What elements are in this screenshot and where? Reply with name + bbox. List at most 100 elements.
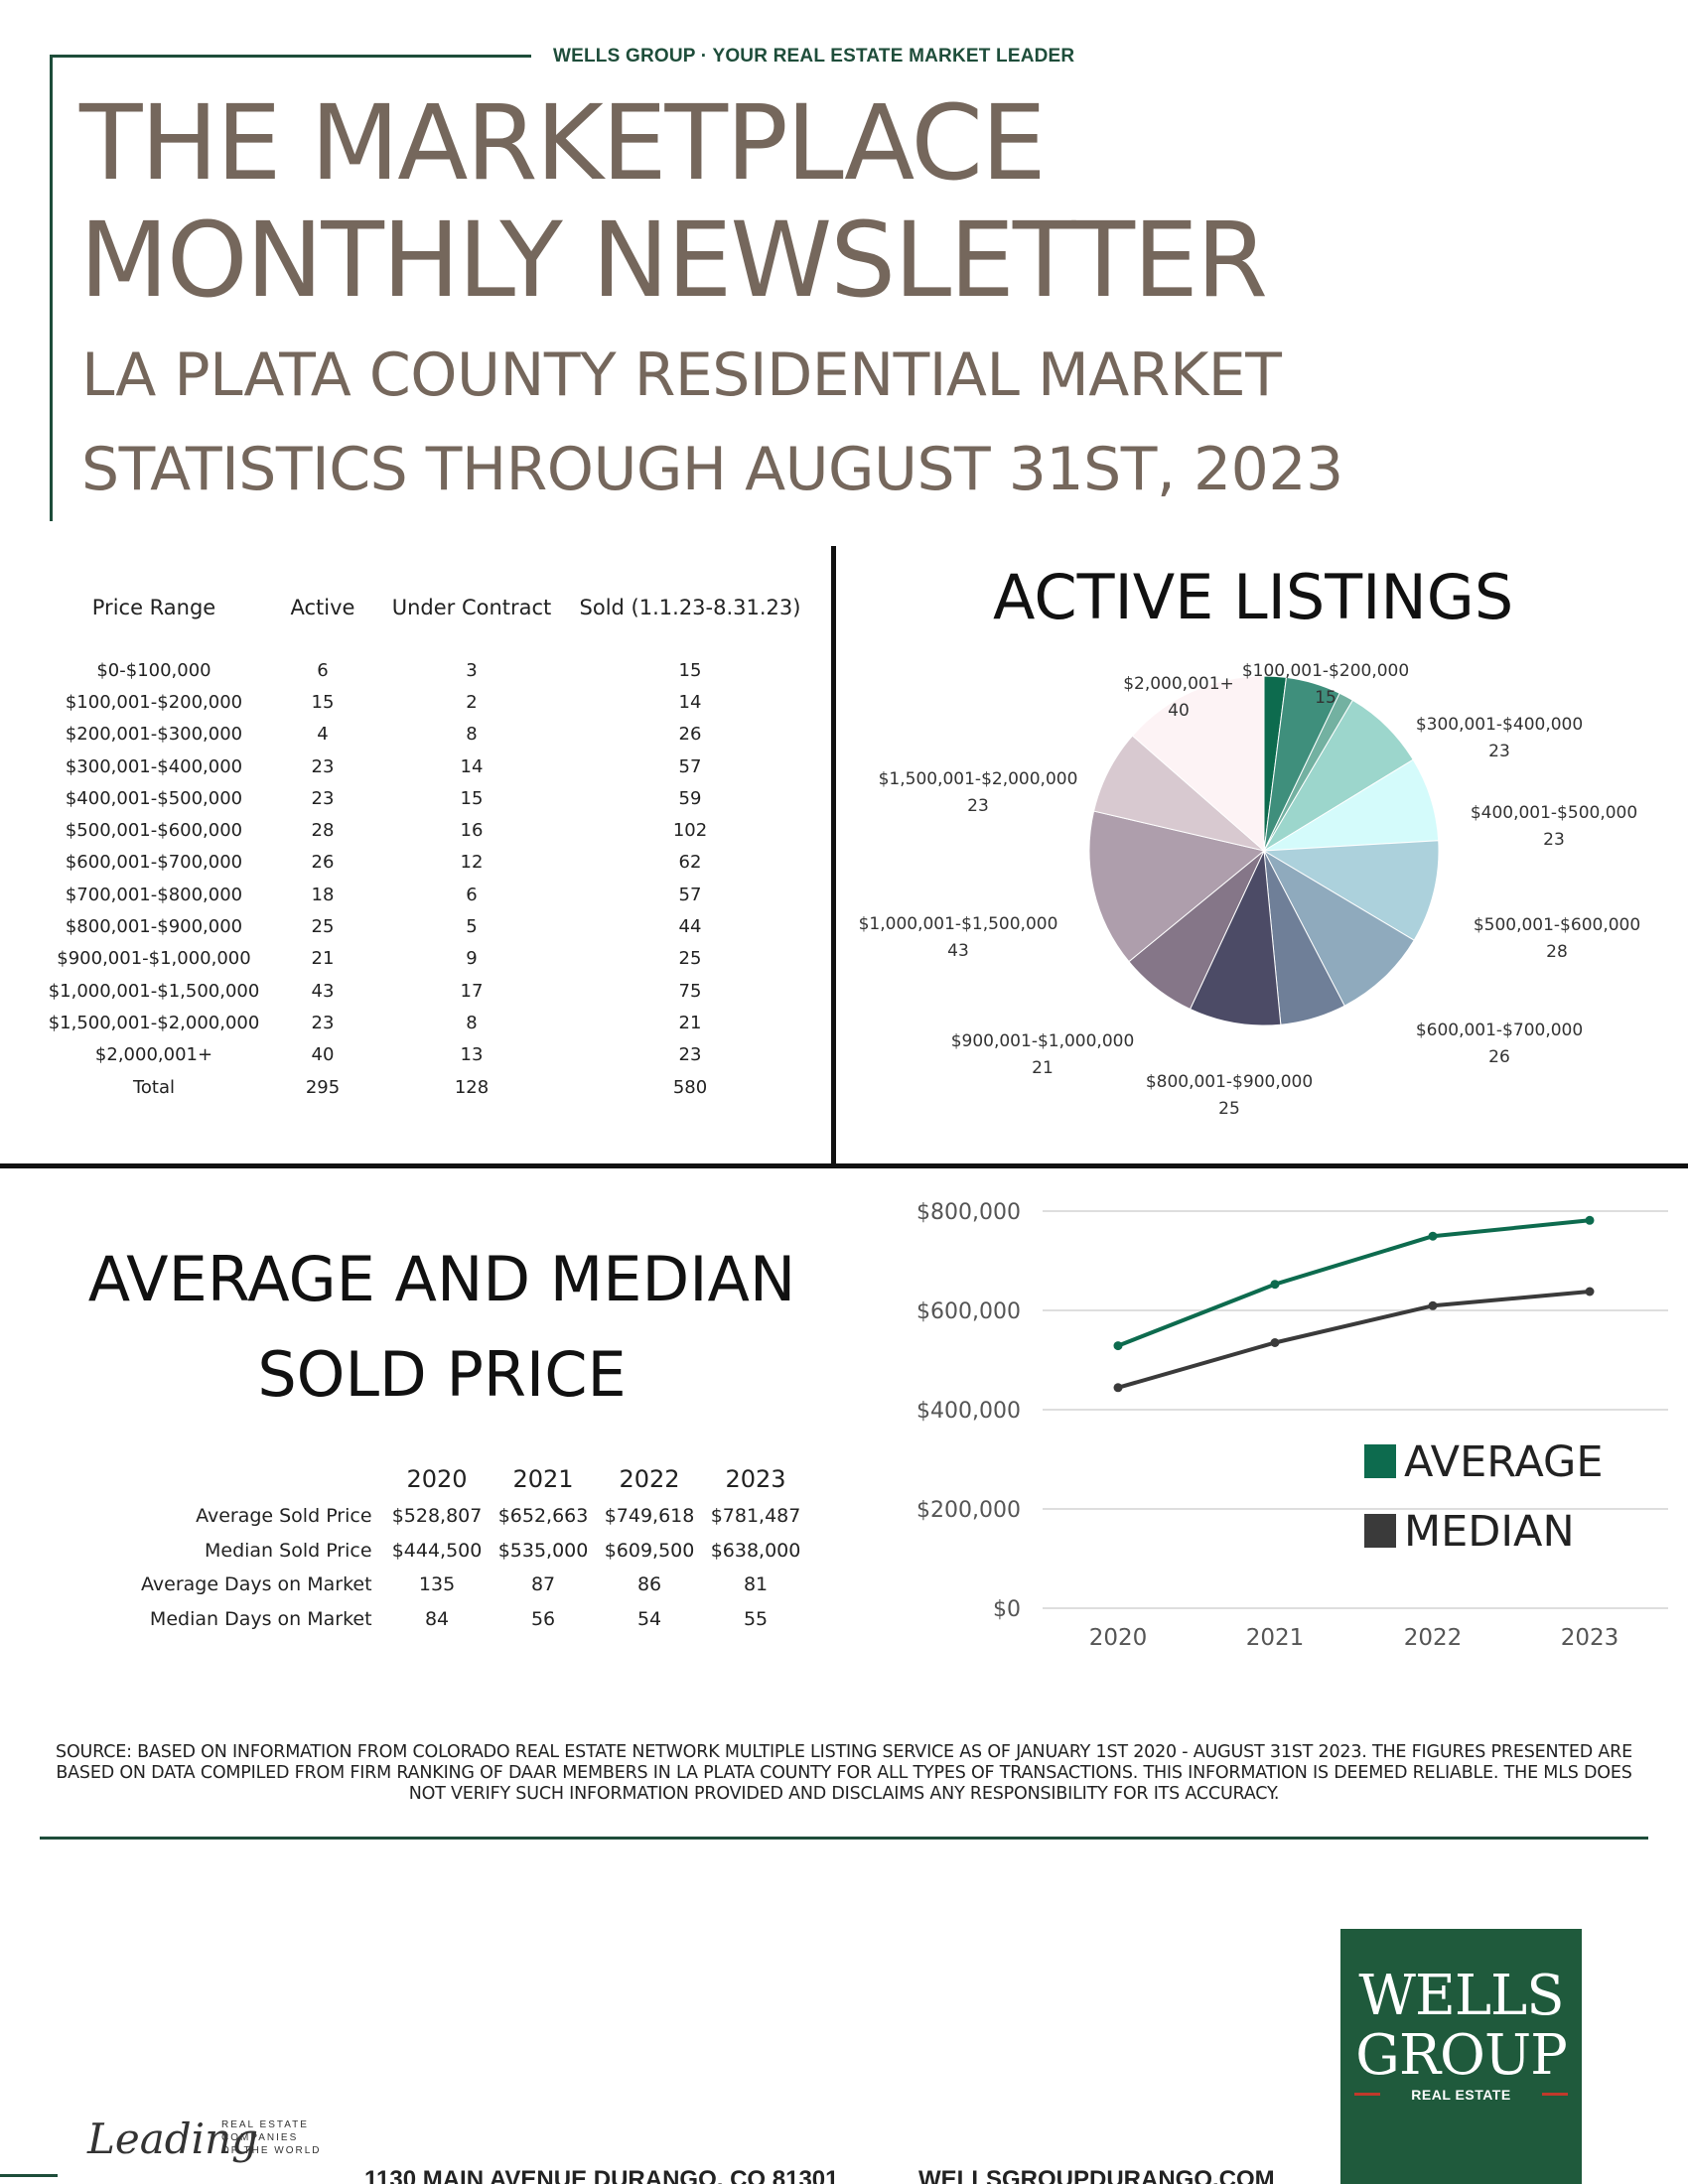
cell-sold: 26 [678, 724, 702, 746]
pie-slice-12 [1131, 675, 1265, 853]
y-tick-label: $800,000 [916, 1200, 1021, 1225]
leading-logo-subtext: REAL ESTATE COMPANIES OF THE WORLD [221, 2118, 321, 2157]
cell-price-range: $1,000,001-$1,500,000 [48, 980, 260, 1002]
data-point-average [1428, 1231, 1438, 1241]
pie-callout-800k-900k: $800,001-$900,000 25 [1146, 1069, 1313, 1123]
callout-count: 25 [1218, 1099, 1240, 1119]
row-value: 55 [743, 1607, 769, 1630]
active-listings-title: ACTIVE LISTINGS [993, 561, 1514, 633]
subtitle-line-1: LA PLATA COUNTY RESIDENTIAL MARKET [81, 341, 1282, 410]
year-2022: 2022 [619, 1465, 680, 1493]
data-point-average [1270, 1280, 1280, 1290]
pie-slice-8 [1189, 849, 1282, 1026]
cell-sold: 57 [678, 884, 702, 905]
callout-range: $600,001-$700,000 [1415, 1021, 1584, 1040]
row-value: $444,500 [391, 1539, 483, 1562]
table-row: Average Sold Price $528,807 $652,663 $749,6… [141, 1499, 809, 1534]
callout-range: $900,001-$1,000,000 [950, 1031, 1135, 1051]
sold-price-year-row: 2020 2021 2022 2023 [141, 1459, 809, 1499]
callout-count: 15 [1315, 688, 1336, 708]
sold-price-title-line-2: SOLD PRICE [257, 1338, 627, 1411]
sold-price-table: 2020 2021 2022 2023 Average Sold Price $5… [141, 1459, 809, 1636]
callout-count: 23 [1543, 830, 1565, 850]
callout-range: $500,001-$600,000 [1473, 915, 1641, 935]
cell-price-range: $600,001-$700,000 [65, 852, 243, 874]
horizontal-divider [0, 1163, 1688, 1168]
table-row: $600,001-$700,000 26 12 62 [40, 847, 814, 879]
sold-price-title-line-1: AVERAGE AND MEDIAN [87, 1243, 796, 1315]
pie-slice-6 [1262, 849, 1415, 1007]
row-value: $609,500 [604, 1539, 695, 1562]
cell-price-range: $200,001-$300,000 [65, 724, 243, 746]
year-2023: 2023 [725, 1465, 786, 1493]
callout-range: $1,500,001-$2,000,000 [878, 769, 1078, 789]
cell-under-contract: 15 [460, 787, 484, 809]
legend-swatch-median [1364, 1514, 1396, 1548]
y-tick-label: $200,000 [916, 1498, 1021, 1523]
title-line-1: THE MARKETPLACE [79, 82, 1047, 204]
cell-sold: 14 [678, 691, 702, 713]
sold-price-table-body: Average Sold Price $528,807 $652,663 $749,6… [141, 1499, 809, 1636]
cell-price-range: $400,001-$500,000 [65, 787, 243, 809]
pie-callout-300k-400k: $300,001-$400,000 23 [1416, 712, 1583, 765]
cell-under-contract: 2 [466, 691, 478, 713]
data-point-median [1585, 1287, 1595, 1297]
logo-accent-right [1542, 2093, 1568, 2096]
pie-slice-10 [1088, 810, 1266, 963]
table-row: $200,001-$300,000 4 8 26 [40, 719, 814, 751]
vertical-divider [831, 546, 836, 1168]
cell-price-range: Total [132, 1076, 176, 1098]
cell-price-range: $0-$100,000 [96, 659, 211, 681]
cell-price-range: $2,000,001+ [94, 1044, 213, 1066]
row-value: $535,000 [497, 1539, 589, 1562]
row-value: 81 [743, 1573, 769, 1596]
x-tick-label: 2023 [1561, 1625, 1619, 1651]
table-row: $1,000,001-$1,500,000 43 17 75 [40, 975, 814, 1007]
series-line-median [1117, 1290, 1591, 1390]
row-value: 87 [530, 1573, 556, 1596]
cell-price-range: $900,001-$1,000,000 [57, 948, 251, 970]
cell-sold: 15 [678, 659, 702, 681]
cell-active: 43 [311, 980, 335, 1002]
footer-website[interactable]: WELLSGROUPDURANGO.COM [918, 2166, 1275, 2184]
header-price-range: Price Range [91, 596, 216, 619]
pie-callout-2m-plus: $2,000,001+ 40 [1123, 671, 1234, 725]
row-value: $528,807 [391, 1505, 483, 1528]
y-tick-label: $400,000 [916, 1399, 1021, 1424]
header-frame-left-rule [50, 55, 53, 521]
data-point-average [1113, 1341, 1123, 1351]
cell-active: 21 [311, 948, 335, 970]
table-row: $1,500,001-$2,000,000 23 8 21 [40, 1007, 814, 1038]
sold-price-line-chart: $0 $200,000 $400,000 $600,000 $800,000 2020 20… [916, 1200, 1668, 1651]
cell-under-contract: 16 [460, 820, 484, 842]
row-label: Median Sold Price [204, 1539, 372, 1562]
callout-count: 40 [1168, 701, 1190, 721]
cell-under-contract: 128 [454, 1076, 490, 1098]
cell-price-range: $800,001-$900,000 [65, 916, 243, 938]
header-under-contract: Under Contract [391, 596, 552, 619]
leading-sub-3: OF THE WORLD [221, 2145, 322, 2156]
cell-under-contract: 9 [466, 948, 478, 970]
pie-callout-900k-1m: $900,001-$1,000,000 21 [951, 1028, 1135, 1082]
table-row: Median Days on Market 84 56 54 55 [141, 1602, 809, 1637]
cell-active: 23 [311, 1012, 335, 1033]
year-header-blank [141, 1459, 384, 1499]
cell-sold: 580 [672, 1076, 708, 1098]
year-2020: 2020 [406, 1465, 468, 1493]
logo-line-2: GROUP [1355, 2023, 1568, 2088]
row-label: Average Sold Price [196, 1505, 372, 1528]
callout-range: $800,001-$900,000 [1145, 1072, 1314, 1092]
subtitle-line-2: STATISTICS THROUGH AUGUST 31ST, 2023 [81, 435, 1343, 504]
callout-range: $400,001-$500,000 [1470, 803, 1638, 823]
pie-callout-1m-1-5m: $1,000,001-$1,500,000 43 [859, 911, 1058, 965]
table-row: $300,001-$400,000 23 14 57 [40, 751, 814, 782]
cell-sold: 57 [678, 755, 702, 777]
cell-sold: 59 [678, 787, 702, 809]
cell-active: 40 [311, 1044, 335, 1066]
cell-active: 295 [305, 1076, 341, 1098]
cell-sold: 21 [678, 1012, 702, 1033]
row-value: 135 [418, 1573, 456, 1596]
cell-active: 23 [311, 787, 335, 809]
cell-sold: 23 [678, 1044, 702, 1066]
table-row: $400,001-$500,000 23 15 59 [40, 782, 814, 814]
